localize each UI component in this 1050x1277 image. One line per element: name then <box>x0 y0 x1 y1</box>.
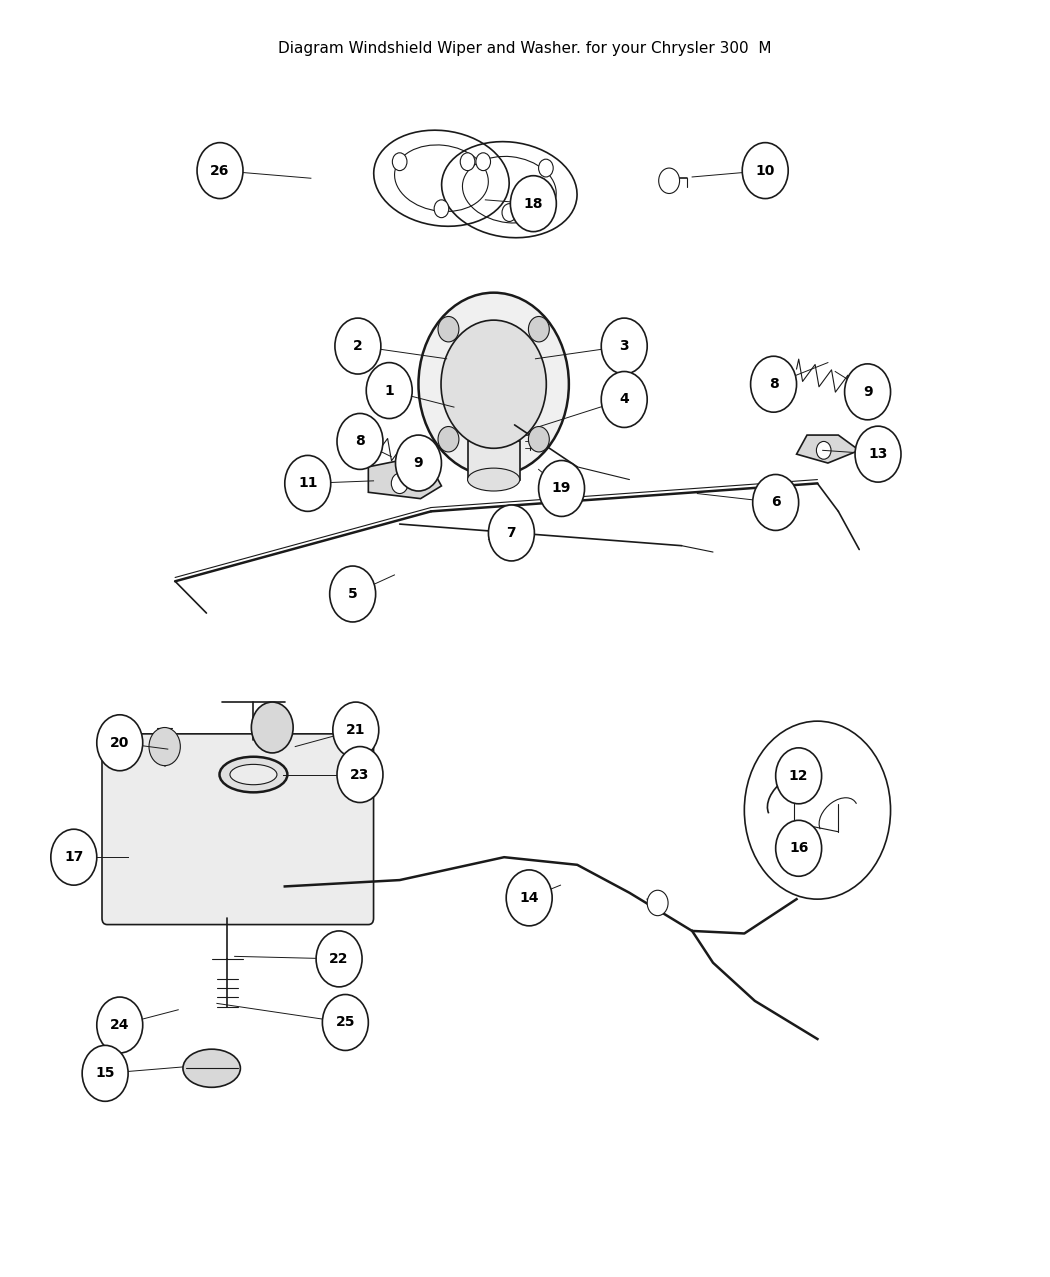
Circle shape <box>528 317 549 342</box>
Polygon shape <box>467 442 520 480</box>
Circle shape <box>776 748 821 803</box>
Circle shape <box>438 317 459 342</box>
Circle shape <box>149 728 181 766</box>
Text: 18: 18 <box>524 197 543 211</box>
Text: 21: 21 <box>346 723 365 737</box>
Circle shape <box>528 427 549 452</box>
Text: 25: 25 <box>336 1015 355 1029</box>
Circle shape <box>647 890 668 916</box>
Circle shape <box>97 715 143 771</box>
Text: 10: 10 <box>756 163 775 178</box>
Circle shape <box>753 475 799 530</box>
Text: 17: 17 <box>64 850 84 865</box>
Circle shape <box>197 143 243 199</box>
Circle shape <box>539 461 585 516</box>
Circle shape <box>322 995 369 1051</box>
Text: 12: 12 <box>789 769 808 783</box>
Circle shape <box>330 566 376 622</box>
Text: 16: 16 <box>789 842 808 856</box>
Circle shape <box>50 829 97 885</box>
Circle shape <box>460 153 475 171</box>
Circle shape <box>855 427 901 483</box>
Ellipse shape <box>467 469 520 492</box>
Text: 8: 8 <box>355 434 364 448</box>
Circle shape <box>335 318 381 374</box>
Circle shape <box>396 435 441 492</box>
Circle shape <box>337 747 383 802</box>
Text: 7: 7 <box>506 526 517 540</box>
Circle shape <box>419 292 569 476</box>
Circle shape <box>441 321 546 448</box>
Circle shape <box>602 372 647 428</box>
Text: 4: 4 <box>620 392 629 406</box>
Text: Diagram Windshield Wiper and Washer. for your Chrysler 300  M: Diagram Windshield Wiper and Washer. for… <box>278 41 772 56</box>
Circle shape <box>316 931 362 987</box>
Circle shape <box>97 997 143 1054</box>
Circle shape <box>602 318 647 374</box>
Circle shape <box>82 1046 128 1101</box>
Circle shape <box>844 364 890 420</box>
Circle shape <box>488 504 534 561</box>
Circle shape <box>476 153 490 171</box>
Polygon shape <box>797 435 859 464</box>
Circle shape <box>333 702 379 759</box>
Circle shape <box>393 153 407 171</box>
Polygon shape <box>369 461 441 498</box>
Text: 15: 15 <box>96 1066 114 1080</box>
Text: 14: 14 <box>520 891 539 905</box>
Ellipse shape <box>183 1050 240 1087</box>
Ellipse shape <box>230 765 277 784</box>
Circle shape <box>751 356 797 412</box>
FancyBboxPatch shape <box>102 734 374 925</box>
Text: 24: 24 <box>110 1018 129 1032</box>
Text: 19: 19 <box>552 481 571 495</box>
Circle shape <box>285 456 331 511</box>
Circle shape <box>506 870 552 926</box>
Circle shape <box>817 442 831 460</box>
Circle shape <box>510 176 556 231</box>
Text: 11: 11 <box>298 476 317 490</box>
Circle shape <box>392 474 408 493</box>
Circle shape <box>438 427 459 452</box>
Text: 13: 13 <box>868 447 887 461</box>
Circle shape <box>366 363 413 419</box>
Text: 8: 8 <box>769 377 778 391</box>
Text: 20: 20 <box>110 736 129 750</box>
Circle shape <box>658 169 679 194</box>
Text: 23: 23 <box>351 767 370 782</box>
Circle shape <box>744 722 890 899</box>
Text: 9: 9 <box>863 384 873 398</box>
Ellipse shape <box>219 757 288 792</box>
Circle shape <box>539 160 553 178</box>
Circle shape <box>337 414 383 470</box>
Text: 3: 3 <box>620 340 629 352</box>
Text: 1: 1 <box>384 383 394 397</box>
Text: 9: 9 <box>414 456 423 470</box>
Text: 2: 2 <box>353 340 362 352</box>
Text: 6: 6 <box>771 495 780 510</box>
Circle shape <box>434 200 448 217</box>
Text: 22: 22 <box>330 951 349 965</box>
Text: 5: 5 <box>348 587 358 601</box>
Circle shape <box>502 203 517 221</box>
Text: 26: 26 <box>210 163 230 178</box>
Circle shape <box>776 820 821 876</box>
Circle shape <box>251 702 293 753</box>
Circle shape <box>742 143 789 199</box>
